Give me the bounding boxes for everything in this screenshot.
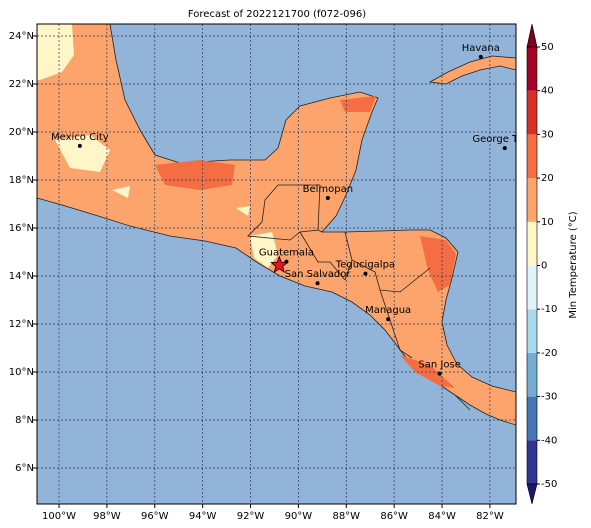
country-border	[247, 184, 471, 411]
colorbar-bin	[527, 309, 537, 353]
colorbar-bin	[527, 352, 537, 397]
colorbar-tick-label: -40	[541, 435, 557, 446]
warm-patch	[400, 355, 455, 388]
map-title: Forecast of 2022121700 (f072-096)	[188, 9, 366, 20]
city-dot	[386, 317, 391, 322]
x-tick-label: 96°W	[141, 511, 169, 522]
colorbar-bin	[527, 440, 537, 484]
map-frame	[36, 23, 517, 505]
x-tick-label: 90°W	[285, 511, 313, 522]
y-tick-label: 20°N	[9, 127, 34, 138]
y-tick-label: 22°N	[9, 79, 34, 90]
cool-patch	[250, 232, 278, 268]
city-dot	[77, 143, 82, 148]
city-dot	[315, 281, 320, 286]
y-tick-label: 18°N	[9, 175, 34, 186]
y-tick-label: 10°N	[9, 367, 34, 378]
city-label: Tegucigalpa	[335, 260, 395, 271]
colorbar-bin	[527, 221, 537, 266]
colorbar-tick-label: 50	[541, 42, 554, 53]
colorbar-tick-label: -50	[541, 479, 557, 490]
x-tick-label: 98°W	[93, 511, 121, 522]
colorbar: -50 -40 -30 -20 -10 0 10 20 30 40 50	[526, 23, 557, 505]
colorbar-tick-label: 0	[541, 261, 547, 272]
land-cuba	[428, 55, 516, 85]
y-tick-label: 14°N	[9, 271, 34, 282]
warm-patch	[340, 96, 376, 112]
colorbar-bin	[527, 47, 537, 91]
y-tick-label: 8°N	[15, 415, 34, 426]
city-dot	[437, 371, 442, 376]
cool-patch	[55, 135, 110, 172]
city-dot	[325, 196, 330, 200]
x-tick-label: 94°W	[189, 511, 217, 522]
x-tick-label: 92°W	[237, 511, 265, 522]
colorbar-bin	[527, 178, 537, 222]
colorbar-extend-under	[526, 483, 538, 505]
city-label: Belmopan	[303, 184, 353, 195]
x-tick-label: 86°W	[380, 511, 408, 522]
y-tick-label: 6°N	[15, 463, 34, 474]
star-marker	[270, 255, 289, 274]
colorbar-label: Min Temperature (°C)	[568, 211, 579, 318]
x-tick-label: 82°W	[476, 511, 504, 522]
city-label: Havana	[462, 43, 500, 54]
colorbar-tick-label: 20	[541, 173, 554, 184]
colorbar-tick-label: -10	[541, 304, 557, 315]
city-label: George Town	[472, 134, 537, 145]
cool-patch	[37, 24, 74, 80]
colorbar-tick-label: 10	[541, 217, 554, 228]
city-dot	[363, 271, 368, 276]
colorbar-bin	[527, 396, 537, 441]
colorbar-bin	[527, 90, 537, 135]
y-tick-label: 24°N	[9, 31, 34, 42]
colorbar-bin	[527, 134, 537, 179]
x-tick-label: 100°W	[42, 511, 76, 522]
warm-patch	[420, 236, 456, 292]
graticule	[37, 24, 516, 504]
city-dot	[502, 146, 507, 151]
colorbar-tick-label: 40	[541, 86, 554, 97]
y-tick-label: 16°N	[9, 223, 34, 234]
colorbar-tick-label: -30	[541, 392, 557, 403]
city-dot	[478, 54, 483, 59]
city-label: San Jose	[418, 360, 460, 371]
cities: Havana George Town Mexico City Belmopan Guat…	[51, 43, 537, 376]
colorbar-tick-label: 30	[541, 129, 554, 140]
map-area: Havana George Town Mexico City Belmopan Guat…	[37, 24, 537, 504]
colorbar-extend-over	[526, 23, 538, 48]
x-tick-label: 88°W	[332, 511, 360, 522]
colorbar-bin	[527, 265, 537, 310]
cool-patch	[112, 186, 250, 216]
city-label: San Salvador	[285, 269, 352, 280]
colorbar-tick-label: -20	[541, 348, 557, 359]
warm-patch	[155, 160, 235, 190]
x-tick-label: 84°W	[428, 511, 456, 522]
city-label: Mexico City	[51, 132, 109, 143]
city-label: Managua	[365, 305, 411, 316]
city-label: Guatemala	[259, 248, 314, 259]
y-tick-label: 12°N	[9, 319, 34, 330]
